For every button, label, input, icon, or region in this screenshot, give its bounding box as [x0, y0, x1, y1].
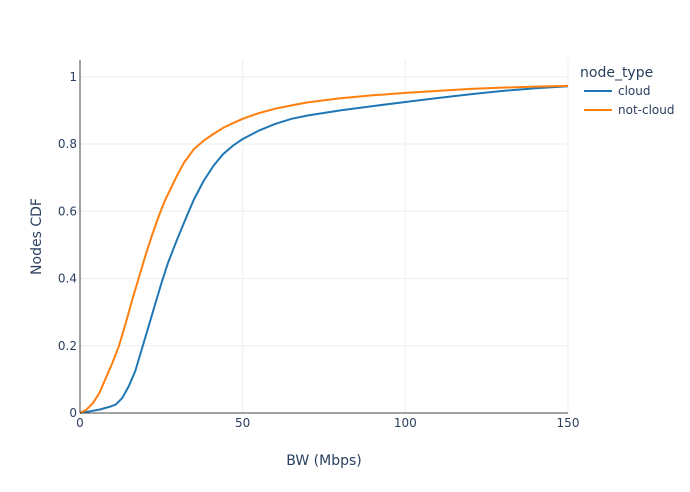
legend[interactable]: node_type cloud not-cloud — [580, 65, 674, 117]
y-tick-label: 0 — [69, 406, 77, 420]
y-axis-title: Nodes CDF — [29, 198, 45, 275]
y-tick-label: 0.8 — [58, 137, 77, 151]
legend-label-cloud: cloud — [618, 84, 651, 98]
series-layer — [79, 84, 569, 414]
legend-title: node_type — [580, 65, 653, 81]
x-axis-title: BW (Mbps) — [286, 453, 361, 469]
legend-items: cloud not-cloud — [584, 84, 674, 117]
y-tick-label: 0.6 — [58, 204, 77, 218]
y-tick-label: 0.2 — [58, 339, 77, 353]
series-line-cloud — [79, 85, 569, 414]
x-tick-label: 50 — [235, 416, 250, 430]
axes-layer — [79, 60, 568, 414]
x-tick-label: 0 — [76, 416, 84, 430]
x-tick-label: 100 — [394, 416, 417, 430]
y-tick-label: 1 — [69, 70, 77, 84]
legend-label-not-cloud: not-cloud — [618, 103, 674, 117]
x-tick-label: 150 — [557, 416, 580, 430]
y-tick-label: 0.4 — [58, 272, 77, 286]
series-line-not-cloud — [79, 84, 569, 414]
tick-labels: 0 50 100 150 0 0.2 0.4 0.6 0.8 1 — [58, 70, 580, 430]
